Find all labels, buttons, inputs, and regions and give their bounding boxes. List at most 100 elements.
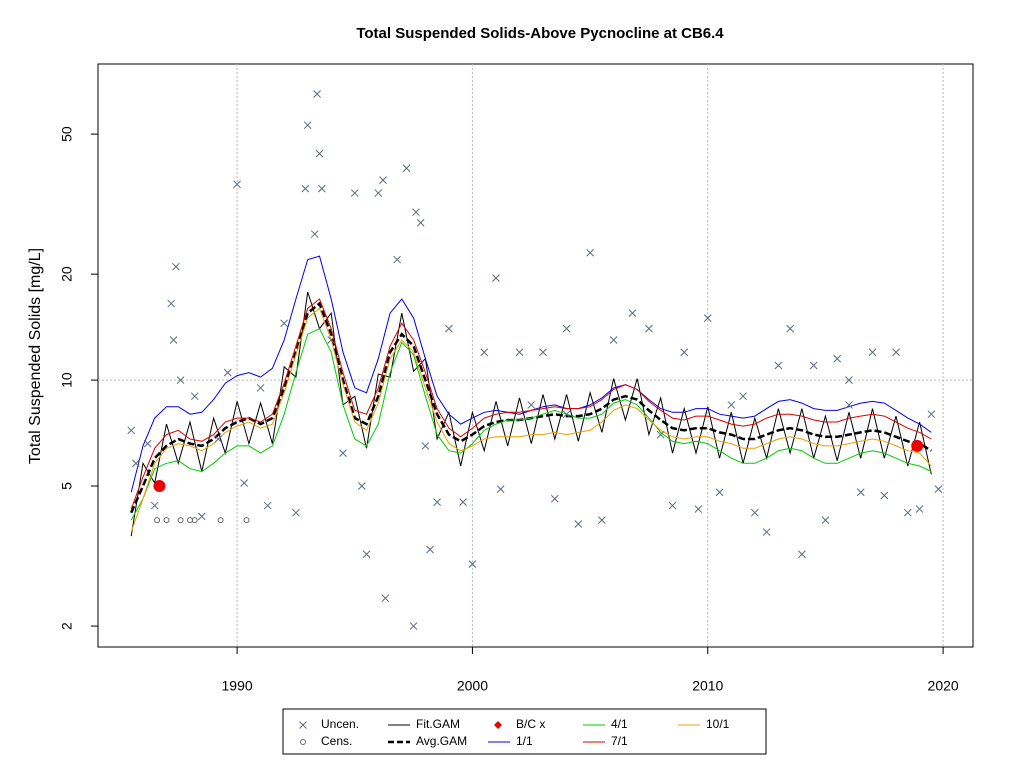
legend-swatch [299,721,307,729]
y-tick-label: 20 [59,266,75,282]
point [362,550,371,559]
point [163,517,170,524]
point [515,348,524,357]
chart-title: Total Suspended Solids-Above Pycnocline … [356,25,724,42]
point [421,442,430,450]
point [915,505,924,513]
point [426,545,434,554]
point [301,184,310,193]
point [433,498,441,506]
y-axis-label: Total Suspended Solids [mg/L] [27,248,44,464]
legend-swatch [300,739,306,745]
point [574,520,583,528]
point [167,299,176,308]
point [416,218,425,227]
point [798,550,806,559]
point [586,248,594,257]
point [310,230,319,238]
point [762,528,771,536]
point [214,435,223,443]
point [694,505,703,513]
point [550,494,559,503]
point [217,517,224,524]
point [628,309,637,317]
point [927,410,936,419]
y-tick-label: 5 [59,482,75,490]
point [393,255,401,264]
point [739,392,747,401]
point [496,485,505,493]
point [374,189,383,197]
point [357,482,366,490]
point [240,479,249,487]
point [492,274,500,282]
point [609,336,618,344]
legend-label: B/C x [516,717,545,731]
legend-swatch [494,721,502,729]
point [190,392,199,401]
x-tick-label: 2000 [457,678,488,694]
legend-label: 7/1 [611,734,628,748]
point [191,517,198,524]
series-line [130,298,932,510]
point [845,376,853,384]
point [833,354,842,363]
x-tick-label: 2010 [692,678,723,694]
point [459,498,467,506]
point [197,512,206,521]
point [412,208,420,217]
point [786,324,794,333]
legend-label: 1/1 [516,734,533,748]
point [223,368,232,377]
point [292,508,300,517]
point [903,508,912,517]
point [303,121,312,130]
legend-label: 10/1 [706,717,730,731]
point [645,324,653,333]
point [562,410,571,419]
point [527,401,536,409]
point [280,319,289,328]
point [143,439,152,448]
point [154,517,161,524]
point [172,262,180,271]
point [821,516,830,524]
legend-label: Uncen. [321,717,359,731]
point [809,361,818,370]
point [480,348,489,357]
point [313,90,321,98]
y-tick-label: 50 [59,126,75,142]
point [934,485,943,493]
point [177,517,184,524]
point [381,594,390,603]
series-line [130,307,932,533]
point [176,376,185,384]
point [409,622,418,630]
point [468,560,477,568]
point [868,348,877,357]
legend-label: Cens. [321,734,352,748]
point [317,184,326,193]
point [680,348,689,357]
point [132,459,140,468]
x-tick-label: 1990 [222,678,253,694]
point [256,384,265,392]
point [169,336,178,344]
point [750,508,759,517]
point [379,176,387,184]
point [892,348,900,357]
point [350,189,359,197]
point [315,149,324,158]
point [668,501,677,510]
x-tick-label: 2020 [928,678,959,694]
point [856,488,865,497]
legend-label: 4/1 [611,717,628,731]
point [402,164,411,173]
series-line [130,328,932,521]
point [880,491,889,500]
point [339,449,347,458]
point [127,426,136,435]
point [327,336,336,344]
legend-box [282,708,767,755]
